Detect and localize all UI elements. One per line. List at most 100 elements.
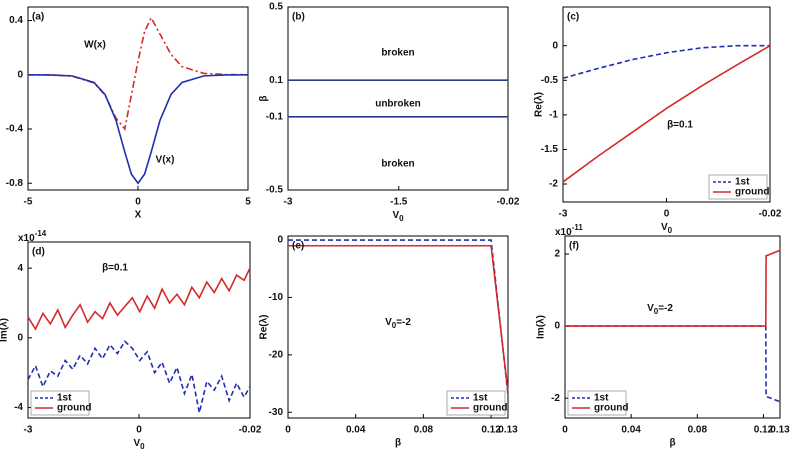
annotation: β=0.1 xyxy=(102,263,128,274)
annotation-part: 0 xyxy=(654,307,659,316)
y-tick-label: -4 xyxy=(14,402,23,413)
annotation-part: =-2 xyxy=(396,317,411,328)
x-axis-label-part: V xyxy=(661,222,668,233)
x-axis-label-part: 0 xyxy=(140,442,145,449)
annotation-part: =-2 xyxy=(658,303,673,314)
x-axis-label: β xyxy=(395,438,401,449)
x-tick-label: 0 xyxy=(285,425,291,436)
legend-box xyxy=(708,174,768,200)
annotation-part: V xyxy=(647,303,654,314)
y-tick-label: 0.4 xyxy=(9,15,23,26)
plot-frame xyxy=(287,235,509,419)
x-axis-label: β xyxy=(669,438,675,449)
legend-label: 1st xyxy=(735,177,750,188)
y-axis-label: Re(λ) xyxy=(534,92,545,117)
y-axis-label: Re(λ) xyxy=(259,314,270,339)
annotation-part: V xyxy=(385,317,392,328)
x-tick-label: 0.08 xyxy=(414,425,434,436)
plot-frame xyxy=(564,235,781,419)
y-axis-label: Im(λ) xyxy=(0,318,10,342)
y-axis-label: Im(λ) xyxy=(536,315,547,339)
y-tick-label: -30 xyxy=(269,407,284,418)
annotation: V0=-2 xyxy=(385,317,411,330)
y-tick-label: 4 xyxy=(17,263,23,274)
y-tick-label: -2 xyxy=(551,393,560,404)
y-tick-label: 0 xyxy=(17,69,23,80)
x-tick-label: -1.5 xyxy=(390,197,408,208)
y-tick-label: -0.5 xyxy=(266,185,284,196)
x-tick-label: -0.02 xyxy=(497,197,520,208)
y-tick-label: -20 xyxy=(269,349,284,360)
x-tick-label: -5 xyxy=(24,197,33,208)
plot-frame xyxy=(287,6,509,191)
legend-label: ground xyxy=(57,403,91,414)
series-line xyxy=(565,325,781,403)
annotation-part: 0 xyxy=(392,321,397,330)
y-multiplier: x10-14 xyxy=(18,229,47,244)
legend-label: 1st xyxy=(473,393,488,404)
legend-label: 1st xyxy=(57,393,72,404)
x-tick-label: 0.13 xyxy=(770,425,790,436)
x-tick-label: 0.13 xyxy=(498,425,518,436)
y-tick-label: -2 xyxy=(549,179,558,190)
y-multiplier-part: -14 xyxy=(35,229,47,238)
y-axis-label: β xyxy=(259,95,270,101)
series-label: W(x) xyxy=(84,40,106,51)
x-tick-label: -0.02 xyxy=(759,209,782,220)
series-line xyxy=(562,44,770,79)
y-tick-label: 2 xyxy=(554,249,560,260)
x-tick-label: 0.04 xyxy=(346,425,366,436)
x-axis-label: X xyxy=(135,210,142,221)
y-multiplier-part: -11 xyxy=(572,223,584,232)
y-tick-label: 0.5 xyxy=(269,2,283,13)
y-tick-label: -1 xyxy=(549,110,558,121)
x-tick-label: 0.04 xyxy=(621,425,641,436)
series-line xyxy=(562,45,771,183)
x-axis-label-part: V xyxy=(133,438,140,449)
y-tick-label: -0.8 xyxy=(6,178,24,189)
x-tick-label: 0.12 xyxy=(754,425,774,436)
panel-label: (a) xyxy=(32,12,44,23)
legend-label: ground xyxy=(594,403,628,414)
legend-box xyxy=(30,390,90,416)
y-tick-label: -10 xyxy=(269,292,284,303)
y-tick-label: -1.5 xyxy=(541,144,559,155)
x-tick-label: 0.08 xyxy=(688,425,708,436)
series-line xyxy=(288,244,509,393)
legend-label: ground xyxy=(735,187,769,198)
panel-label: (e) xyxy=(292,241,304,252)
legend-box xyxy=(446,390,506,416)
panel-label: (c) xyxy=(567,12,579,23)
panel-label: (b) xyxy=(292,12,305,23)
series-label: V(x) xyxy=(156,155,175,166)
annotation: β=0.1 xyxy=(667,120,693,131)
y-tick-label: -0.1 xyxy=(266,111,284,122)
plot-frame xyxy=(27,6,249,191)
x-tick-label: 0 xyxy=(562,425,568,436)
x-tick-label: 0 xyxy=(136,425,142,436)
x-tick-label: 5 xyxy=(245,197,251,208)
series-line xyxy=(27,340,251,413)
y-multiplier-part: x10 xyxy=(18,233,35,244)
series-line xyxy=(27,267,251,331)
series-line xyxy=(565,249,781,327)
plot-frame xyxy=(562,6,771,203)
y-tick-label: 0 xyxy=(277,235,283,246)
y-tick-label: 0 xyxy=(552,40,558,51)
x-tick-label: -3 xyxy=(284,197,293,208)
x-axis-label: V0 xyxy=(392,210,404,223)
x-axis-label: V0 xyxy=(661,222,673,235)
legend-box xyxy=(567,390,627,416)
y-multiplier: x10-11 xyxy=(555,223,583,238)
y-multiplier-part: x10 xyxy=(555,227,572,238)
y-tick-label: 0.1 xyxy=(269,75,283,86)
x-tick-label: 0 xyxy=(664,209,670,220)
annotation: unbroken xyxy=(375,99,421,110)
x-tick-label: -3 xyxy=(559,209,568,220)
series-line xyxy=(27,73,249,185)
x-axis-label-part: V xyxy=(392,210,399,221)
y-tick-label: -0.5 xyxy=(541,75,559,86)
x-axis-label-part: 0 xyxy=(668,226,673,235)
x-tick-label: -3 xyxy=(24,425,33,436)
x-axis-label: V0 xyxy=(133,438,145,449)
